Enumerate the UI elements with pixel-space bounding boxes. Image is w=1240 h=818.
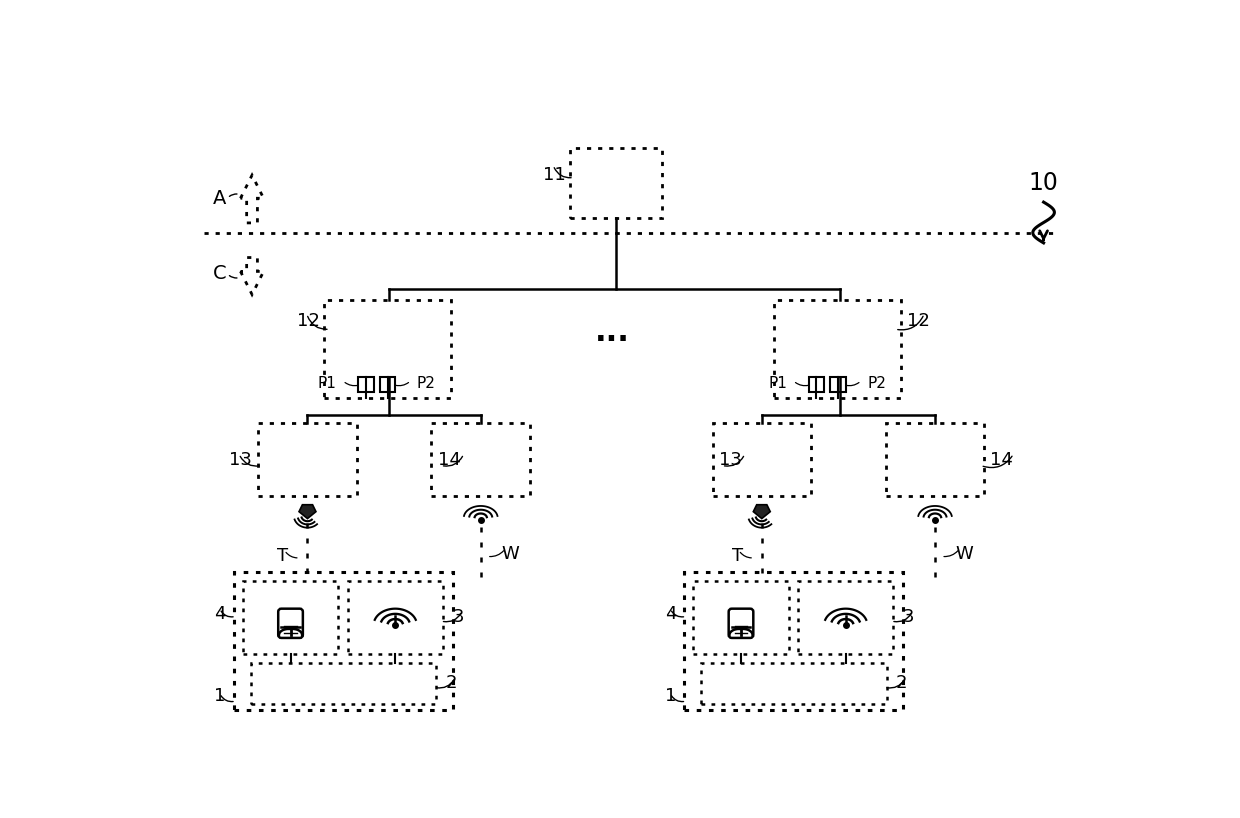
Bar <box>347 581 443 654</box>
Bar <box>250 663 436 704</box>
Text: C: C <box>213 264 227 283</box>
Bar <box>693 581 789 654</box>
Text: W: W <box>501 545 518 563</box>
Text: 14: 14 <box>991 451 1013 469</box>
Text: A: A <box>213 189 227 208</box>
Text: ···: ··· <box>595 326 630 355</box>
Bar <box>701 663 887 704</box>
Text: 12: 12 <box>908 312 930 330</box>
Text: T: T <box>278 547 289 565</box>
Text: 3: 3 <box>903 608 914 626</box>
Text: 1: 1 <box>665 687 676 705</box>
FancyBboxPatch shape <box>729 609 754 638</box>
Text: P1: P1 <box>769 375 787 390</box>
Bar <box>258 423 357 497</box>
Text: 14: 14 <box>438 451 460 469</box>
Text: P2: P2 <box>867 375 887 390</box>
Text: W: W <box>955 545 973 563</box>
Bar <box>379 377 396 393</box>
Text: 4: 4 <box>215 605 226 623</box>
Bar <box>885 423 985 497</box>
Bar <box>831 377 846 393</box>
Text: P2: P2 <box>417 375 435 390</box>
Bar <box>243 581 339 654</box>
Bar <box>570 148 662 218</box>
Bar <box>432 423 529 497</box>
Text: 2: 2 <box>895 674 908 692</box>
Text: 1: 1 <box>215 687 226 705</box>
Bar <box>684 572 904 710</box>
Text: 4: 4 <box>665 605 676 623</box>
Text: 13: 13 <box>719 451 742 469</box>
Bar <box>233 572 453 710</box>
Text: 13: 13 <box>229 451 252 469</box>
FancyBboxPatch shape <box>278 609 303 638</box>
Bar <box>799 581 894 654</box>
Bar <box>324 300 450 398</box>
Text: P1: P1 <box>317 375 337 390</box>
Text: 11: 11 <box>543 166 567 184</box>
Text: 2: 2 <box>445 674 456 692</box>
Bar <box>713 423 811 497</box>
Text: 10: 10 <box>1029 171 1059 195</box>
Text: 12: 12 <box>296 312 320 330</box>
Polygon shape <box>754 505 770 519</box>
Bar <box>808 377 825 393</box>
Text: 3: 3 <box>453 608 464 626</box>
Bar <box>358 377 373 393</box>
Polygon shape <box>299 505 316 519</box>
Bar <box>774 300 901 398</box>
Text: T: T <box>732 547 743 565</box>
